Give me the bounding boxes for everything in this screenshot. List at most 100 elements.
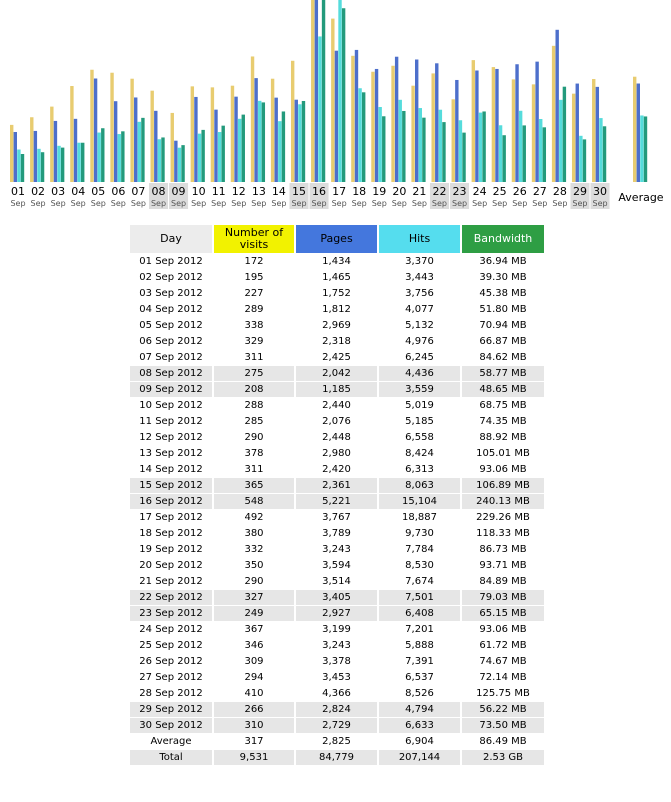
average-hits-bar	[640, 115, 644, 182]
day-hits-bar	[237, 118, 242, 182]
weekend-label-bg	[289, 183, 309, 209]
cell-visits: 548	[214, 494, 294, 509]
day-visits-bar	[571, 93, 576, 182]
cell-day: 04 Sep 2012	[139, 304, 203, 315]
day-visits-bar	[511, 79, 516, 182]
day-bandwidth-bar	[482, 111, 486, 182]
cell-day: 29 Sep 2012	[130, 702, 212, 717]
day-bandwidth-bar	[20, 154, 25, 182]
day-bandwidth-bar	[301, 100, 306, 182]
day-pages-bar	[294, 99, 298, 182]
day-visits-bar	[311, 0, 315, 182]
day-visits-bar	[90, 69, 94, 182]
day-visits-bar	[391, 65, 395, 182]
cell-hits: 7,391	[405, 656, 434, 667]
cell-pages: 3,767	[322, 512, 351, 523]
x-tick-month: Sep	[392, 199, 407, 208]
cell-pages: 1,185	[296, 382, 377, 397]
day-hits-bar	[358, 88, 362, 182]
cell-bandwidth: 118.33 MB	[476, 528, 530, 539]
day-pages-bar	[334, 50, 339, 182]
weekend-label-bg	[309, 183, 329, 209]
x-tick-day: 18	[352, 185, 366, 198]
day-hits-bar	[518, 110, 523, 182]
day-pages-bar	[595, 86, 600, 182]
day-bandwidth-bar	[341, 8, 346, 182]
x-tick-day: 01	[11, 185, 25, 198]
cell-visits: 227	[244, 288, 264, 299]
cell-bandwidth: 84.62 MB	[479, 352, 527, 363]
cell-bandwidth: 74.35 MB	[479, 416, 527, 427]
day-hits-bar	[97, 132, 101, 182]
cell-visits: 367	[244, 624, 264, 635]
day-visits-bar	[230, 85, 235, 182]
table-row: 27 Sep 2012 294 3,453 6,537 72.14 MB	[130, 670, 544, 685]
day-bandwidth-bar	[422, 117, 426, 182]
cell-bandwidth: 73.50 MB	[462, 718, 544, 733]
cell-bandwidth: 58.77 MB	[462, 366, 544, 381]
cell-pages: 3,243	[322, 640, 351, 651]
cell-day: 03 Sep 2012	[139, 288, 203, 299]
table-row: 23 Sep 2012 249 2,927 6,408 65.15 MB	[130, 606, 544, 621]
cell-visits: 338	[244, 320, 264, 331]
cell-visits: 275	[214, 366, 294, 381]
day-visits-bar	[551, 45, 556, 182]
cell-visits: 290	[244, 576, 264, 587]
x-tick-month: Sep	[151, 199, 166, 208]
cell-visits: 410	[244, 688, 264, 699]
cell-day: 17 Sep 2012	[139, 512, 203, 523]
cell-bandwidth: 51.80 MB	[479, 304, 527, 315]
cell-day: 05 Sep 2012	[139, 320, 203, 331]
cell-visits: 332	[244, 544, 264, 555]
cell-bandwidth: 39.30 MB	[479, 272, 527, 283]
cell-day: 21 Sep 2012	[139, 576, 203, 587]
x-tick-day: 11	[212, 185, 226, 198]
cell-visits: 195	[244, 272, 264, 283]
cell-hits: 7,201	[405, 624, 434, 635]
day-hits-bar	[217, 132, 222, 182]
day-visits-bar	[351, 55, 355, 182]
day-pages-bar	[354, 49, 359, 182]
day-visits-bar	[170, 112, 174, 182]
x-tick-day: 27	[533, 185, 547, 198]
day-bandwidth-bar	[40, 152, 45, 182]
cell-visits: 311	[244, 352, 264, 363]
x-tick-day: 22	[432, 185, 446, 198]
cell-hits: 6,245	[405, 352, 434, 363]
day-pages-bar	[575, 83, 579, 182]
weekend-label-bg	[590, 183, 610, 209]
day-pages-bar	[53, 120, 58, 182]
cell-bandwidth: 79.03 MB	[462, 590, 544, 605]
x-tick-day: 30	[593, 185, 607, 198]
table-row: 05 Sep 2012 338 2,969 5,132 70.94 MB	[130, 318, 544, 333]
table-row: 24 Sep 2012 367 3,199 7,201 93.06 MB	[130, 622, 544, 637]
table-row: 30 Sep 2012 310 2,729 6,633 73.50 MB	[130, 718, 544, 733]
day-visits-bar	[270, 78, 275, 182]
average-row: Average 317 2,825 6,904 86.49 MB	[130, 734, 544, 749]
day-bandwidth-bar	[81, 142, 85, 182]
day-pages-bar	[13, 132, 17, 182]
cell-day: 30 Sep 2012	[130, 718, 212, 733]
header-pages: Pages	[296, 225, 377, 253]
day-bandwidth-bar	[562, 86, 567, 182]
weekend-label-bg	[169, 183, 189, 209]
table-row: 15 Sep 2012 365 2,361 8,063 106.89 MB	[130, 478, 544, 493]
x-tick-month: Sep	[432, 199, 447, 208]
total-bandwidth: 2.53 GB	[462, 750, 544, 765]
day-bandwidth-bar	[382, 116, 386, 182]
cell-pages: 3,378	[322, 656, 351, 667]
weekend-label-bg	[148, 183, 168, 209]
total-label: Total	[130, 750, 212, 765]
cell-hits: 5,888	[405, 640, 434, 651]
day-pages-bar	[113, 101, 118, 182]
cell-hits: 7,501	[379, 590, 460, 605]
table-row: 09 Sep 2012 208 1,185 3,559 48.65 MB	[130, 382, 544, 397]
day-visits-bar	[190, 86, 195, 182]
cell-hits: 3,559	[379, 382, 460, 397]
day-hits-bar	[17, 149, 21, 182]
x-tick-month: Sep	[191, 199, 206, 208]
day-bandwidth-bar	[522, 125, 526, 182]
cell-pages: 2,318	[322, 336, 351, 347]
total-row: Total 9,531 84,779 207,144 2.53 GB	[130, 750, 544, 765]
day-pages-bar	[455, 79, 459, 182]
